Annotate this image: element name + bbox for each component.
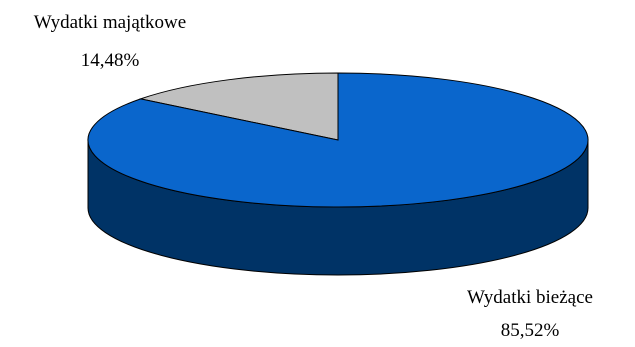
- slice-value-wydatki-majatkowe: 14,48%: [81, 50, 140, 71]
- slice-label-wydatki-biezace: Wydatki bieżące: [467, 287, 593, 308]
- pie-slice-wydatki-majatkowe: [138, 72, 339, 141]
- slice-value-wydatki-biezace: 85,52%: [501, 320, 560, 341]
- pie-labels: Wydatki majątkowe 14,48% Wydatki bieżące…: [34, 12, 593, 341]
- slice-label-wydatki-majatkowe: Wydatki majątkowe: [34, 12, 186, 33]
- pie-slice-wydatki-biezace: [87, 72, 589, 208]
- pie-tops: [87, 72, 589, 208]
